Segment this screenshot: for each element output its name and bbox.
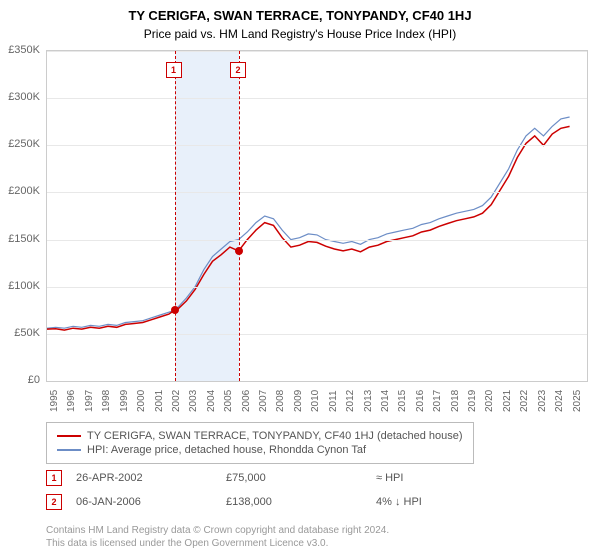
xtick-label: 2023	[537, 390, 548, 412]
event-marker: 1	[46, 470, 62, 486]
ytick-label: £250K	[0, 138, 40, 150]
event-date: 06-JAN-2006	[76, 496, 226, 508]
legend: TY CERIGFA, SWAN TERRACE, TONYPANDY, CF4…	[46, 422, 474, 464]
xtick-label: 2021	[502, 390, 513, 412]
xtick-label: 2020	[484, 390, 495, 412]
xtick-label: 2013	[363, 390, 374, 412]
xtick-label: 2016	[415, 390, 426, 412]
xtick-label: 1995	[49, 390, 60, 412]
legend-swatch	[57, 449, 81, 450]
ytick-label: £100K	[0, 280, 40, 292]
xtick-label: 1999	[119, 390, 130, 412]
footnote: Contains HM Land Registry data © Crown c…	[46, 524, 389, 550]
xtick-label: 2010	[310, 390, 321, 412]
xtick-label: 2007	[258, 390, 269, 412]
xtick-label: 2022	[519, 390, 530, 412]
chart-title: TY CERIGFA, SWAN TERRACE, TONYPANDY, CF4…	[0, 0, 600, 23]
xtick-label: 1997	[84, 390, 95, 412]
ytick-label: £50K	[0, 327, 40, 339]
event-marker-onplot: 1	[166, 62, 182, 78]
xtick-label: 2014	[380, 390, 391, 412]
xtick-label: 2018	[450, 390, 461, 412]
line-svg	[47, 51, 587, 381]
series-line-hpi	[47, 117, 570, 328]
ytick-label: £0	[0, 374, 40, 386]
footnote-line2: This data is licensed under the Open Gov…	[46, 538, 328, 549]
xtick-label: 2015	[397, 390, 408, 412]
chart-subtitle: Price paid vs. HM Land Registry's House …	[0, 23, 600, 49]
event-row: 2 06-JAN-2006£138,0004% ↓ HPI	[46, 494, 422, 510]
series-line-property	[47, 126, 570, 330]
legend-label: TY CERIGFA, SWAN TERRACE, TONYPANDY, CF4…	[87, 430, 463, 442]
xtick-label: 2017	[432, 390, 443, 412]
gridline-h	[47, 145, 587, 146]
gridline-h	[47, 334, 587, 335]
event-price: £75,000	[226, 472, 376, 484]
gridline-h	[47, 240, 587, 241]
ytick-label: £350K	[0, 44, 40, 56]
ytick-label: £200K	[0, 185, 40, 197]
event-note: 4% ↓ HPI	[376, 496, 422, 508]
xtick-label: 1998	[101, 390, 112, 412]
event-note: ≈ HPI	[376, 472, 403, 484]
legend-item: HPI: Average price, detached house, Rhon…	[57, 443, 463, 457]
gridline-h	[47, 98, 587, 99]
xtick-label: 1996	[66, 390, 77, 412]
gridline-h	[47, 192, 587, 193]
chart-container: TY CERIGFA, SWAN TERRACE, TONYPANDY, CF4…	[0, 0, 600, 560]
event-price: £138,000	[226, 496, 376, 508]
event-dashline	[175, 51, 176, 381]
gridline-h	[47, 381, 587, 382]
gridline-h	[47, 287, 587, 288]
xtick-label: 2024	[554, 390, 565, 412]
event-row: 1 26-APR-2002£75,000≈ HPI	[46, 470, 403, 486]
event-dot	[235, 247, 243, 255]
ytick-label: £300K	[0, 91, 40, 103]
xtick-label: 2004	[206, 390, 217, 412]
legend-label: HPI: Average price, detached house, Rhon…	[87, 444, 366, 456]
event-dashline	[239, 51, 240, 381]
legend-swatch	[57, 435, 81, 437]
xtick-label: 2009	[293, 390, 304, 412]
xtick-label: 2003	[188, 390, 199, 412]
plot-area	[46, 50, 588, 382]
xtick-label: 2001	[154, 390, 165, 412]
legend-item: TY CERIGFA, SWAN TERRACE, TONYPANDY, CF4…	[57, 429, 463, 443]
event-dot	[171, 306, 179, 314]
xtick-label: 2000	[136, 390, 147, 412]
xtick-label: 2008	[275, 390, 286, 412]
xtick-label: 2005	[223, 390, 234, 412]
event-marker: 2	[46, 494, 62, 510]
ytick-label: £150K	[0, 233, 40, 245]
xtick-label: 2006	[241, 390, 252, 412]
event-marker-onplot: 2	[230, 62, 246, 78]
xtick-label: 2002	[171, 390, 182, 412]
footnote-line1: Contains HM Land Registry data © Crown c…	[46, 525, 389, 536]
event-date: 26-APR-2002	[76, 472, 226, 484]
xtick-label: 2019	[467, 390, 478, 412]
xtick-label: 2012	[345, 390, 356, 412]
xtick-label: 2025	[572, 390, 583, 412]
xtick-label: 2011	[328, 390, 339, 412]
gridline-h	[47, 51, 587, 52]
